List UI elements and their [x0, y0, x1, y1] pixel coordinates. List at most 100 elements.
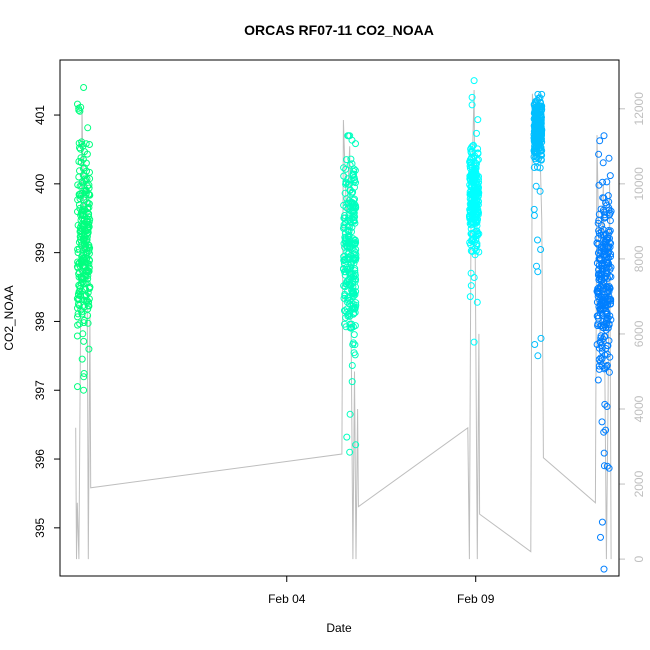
data-point: [76, 191, 83, 199]
data-point: [536, 164, 544, 172]
data-point: [352, 251, 360, 259]
data-point: [86, 141, 93, 148]
data-point: [602, 324, 610, 331]
data-point: [78, 275, 86, 283]
y2-tick-label: 10000: [632, 167, 646, 201]
data-point: [598, 344, 606, 352]
data-point: [606, 172, 614, 180]
data-point: [76, 195, 84, 203]
data-point: [83, 224, 91, 232]
data-point: [75, 173, 83, 181]
data-point: [600, 449, 608, 457]
data-point: [470, 193, 478, 201]
y-axis-label: CO2_NOAA: [2, 285, 16, 350]
data-point: [602, 310, 610, 318]
data-point: [85, 345, 93, 353]
data-point: [602, 426, 610, 434]
data-point: [603, 309, 611, 317]
y2-tick-label: 12000: [632, 92, 646, 126]
y2-tick-label: 0: [632, 555, 646, 562]
data-point: [77, 158, 85, 166]
data-point: [468, 154, 475, 161]
data-point: [80, 231, 88, 239]
y-tick-label: 397: [33, 380, 47, 400]
data-point: [604, 192, 612, 200]
data-point: [83, 215, 91, 223]
data-point: [85, 241, 93, 249]
data-point: [470, 274, 478, 281]
data-point: [78, 208, 86, 216]
data-point: [600, 428, 608, 436]
data-point: [603, 178, 611, 186]
data-point: [350, 216, 358, 224]
data-point: [470, 176, 478, 184]
data-point: [74, 313, 81, 321]
y2-tick-label: 4000: [632, 395, 646, 422]
data-point: [467, 282, 475, 290]
data-point: [344, 294, 352, 302]
data-point: [534, 236, 541, 244]
data-point: [351, 240, 358, 248]
data-point: [82, 258, 90, 266]
data-point: [605, 154, 613, 162]
data-point: [80, 386, 88, 394]
data-point: [349, 257, 357, 265]
data-point: [597, 533, 604, 541]
data-point: [78, 287, 86, 295]
data-point: [595, 181, 603, 189]
data-point: [81, 175, 89, 183]
data-point: [593, 312, 601, 320]
data-point: [350, 331, 358, 339]
data-point: [599, 159, 607, 167]
data-point: [82, 250, 90, 257]
data-point: [348, 228, 355, 236]
data-point: [349, 304, 357, 312]
y-tick-label: 399: [33, 242, 47, 262]
data-point: [75, 273, 83, 281]
data-point: [78, 140, 86, 148]
data-point: [351, 341, 359, 349]
data-point: [474, 208, 482, 216]
data-point: [603, 403, 611, 410]
data-point: [343, 433, 351, 441]
data-point: [534, 90, 542, 98]
data-point: [605, 238, 613, 246]
data-point: [348, 378, 356, 386]
data-point: [595, 356, 603, 363]
data-point: [78, 355, 86, 363]
data-point: [348, 270, 356, 278]
data-point: [343, 156, 350, 164]
data-point: [603, 361, 611, 369]
data-point: [601, 400, 609, 408]
data-point: [83, 298, 91, 306]
data-point: [469, 142, 477, 150]
y-tick-label: 398: [33, 311, 47, 331]
data-point: [350, 196, 358, 204]
data-point: [349, 339, 357, 347]
x-axis-label: Date: [326, 621, 352, 635]
data-point: [74, 296, 82, 304]
x-tick-label: Feb 04: [268, 592, 306, 606]
y-tick-label: 395: [33, 518, 47, 538]
data-point: [530, 131, 538, 139]
data-point: [474, 116, 482, 124]
data-point: [607, 207, 615, 215]
data-point: [85, 264, 93, 272]
data-point: [594, 376, 602, 384]
data-point: [473, 298, 481, 306]
data-point: [594, 240, 602, 248]
data-point: [601, 211, 609, 219]
data-point: [603, 363, 611, 370]
data-point: [340, 253, 348, 260]
data-point: [470, 77, 478, 85]
data-point: [77, 145, 84, 153]
data-point: [604, 342, 612, 350]
data-point: [538, 90, 546, 98]
data-point: [600, 278, 608, 286]
data-point: [80, 84, 88, 91]
data-point: [349, 293, 357, 301]
data-point: [78, 138, 86, 146]
data-point: [348, 320, 356, 328]
plot-layer: [73, 77, 615, 573]
